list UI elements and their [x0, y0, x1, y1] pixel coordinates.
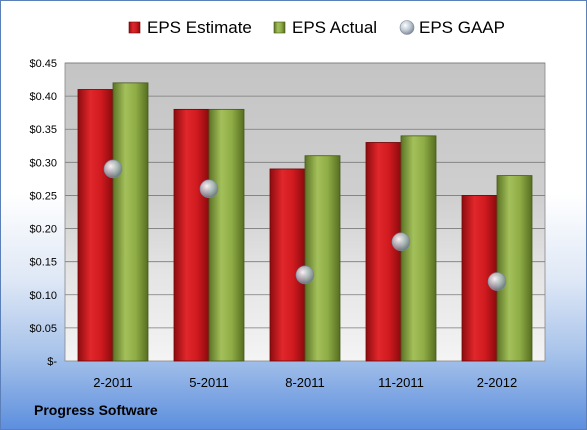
bar-eps-actual: [304, 155, 341, 362]
y-tick-label: $0.25: [29, 190, 57, 202]
x-tick-label: 11-2011: [378, 375, 424, 390]
marker-eps-gaap: [487, 272, 507, 291]
y-tick-label: $0.15: [29, 257, 57, 269]
bar-eps-estimate: [269, 168, 306, 362]
y-tick-label: $-: [47, 356, 57, 368]
legend-label-eps-gaap: EPS GAAP: [419, 18, 505, 37]
x-tick-label: 2-2011: [93, 375, 133, 390]
marker-eps-gaap: [103, 159, 123, 179]
y-tick-label: $0.45: [29, 58, 57, 70]
bar-eps-estimate: [77, 89, 114, 362]
y-tick-label: $0.40: [29, 91, 57, 103]
y-tick-label: $0.35: [29, 124, 57, 136]
bar-eps-actual: [496, 175, 533, 362]
marker-eps-gaap: [295, 265, 315, 285]
bar-eps-estimate: [365, 142, 402, 362]
y-tick-label: $0.20: [29, 224, 57, 236]
legend-swatch-eps-estimate: [128, 21, 141, 34]
x-tick-label: 5-2011: [189, 375, 229, 390]
legend-label-eps-estimate: EPS Estimate: [147, 18, 252, 37]
bar-eps-actual: [112, 82, 149, 362]
y-tick-label: $0.10: [29, 290, 57, 302]
company-name: Progress Software: [34, 402, 158, 418]
marker-eps-gaap: [199, 179, 219, 199]
legend-label-eps-actual: EPS Actual: [292, 18, 377, 37]
bar-eps-actual: [208, 108, 245, 362]
y-tick-label: $0.30: [29, 157, 57, 169]
x-tick-label: 2-2012: [477, 375, 517, 390]
x-tick-label: 8-2011: [285, 375, 325, 390]
bar-eps-estimate: [173, 108, 210, 362]
legend-swatch-eps-actual: [273, 21, 286, 34]
y-tick-label: $0.05: [29, 323, 57, 335]
marker-eps-gaap: [391, 232, 411, 252]
legend-swatch-eps-gaap: [399, 20, 415, 35]
